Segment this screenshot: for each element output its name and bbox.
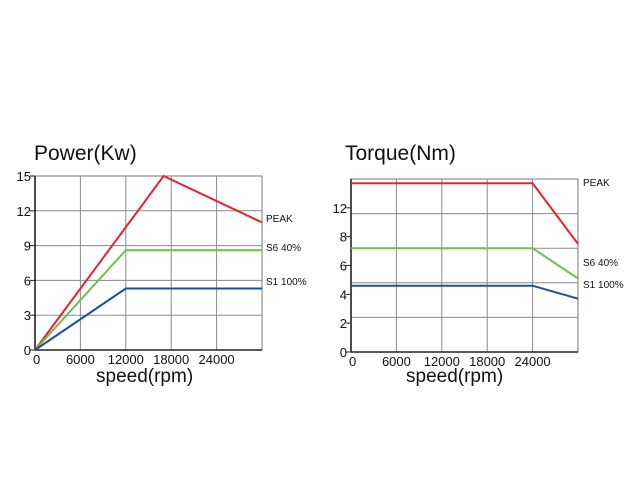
torque-chart-series-labels: PEAK S6 40% S1 100% [583,178,624,291]
power-chart-series-labels: PEAK S6 40% S1 100% [266,214,307,288]
torque-chart-title: Torque(Nm) [345,142,456,165]
power-chart-x-tick-label: 6000 [66,352,95,367]
torque-chart-plot-frame [350,178,579,353]
torque-chart-y-tick-label: 12 [333,201,347,216]
torque-chart-y-tick-label: 8 [340,230,347,245]
power-chart-x-tick-label: 18000 [153,352,189,367]
torque-chart-y-tick-label: 0 [340,345,347,360]
power-chart-y-tick-label: 15 [17,169,31,184]
power-chart-x-tick-label: 24000 [199,352,235,367]
power-chart-x-tick-label: 0 [33,352,40,367]
power-chart-series-s6-40-label: S6 40% [266,243,301,254]
torque-chart-series-peak-line [351,182,579,245]
torque-chart-x-ticks: 0 6000 12000 18000 24000 [349,354,551,369]
torque-chart-series [351,182,579,300]
power-chart-title: Power(Kw) [34,142,137,165]
torque-chart-x-tick-label: 18000 [469,354,505,369]
power-chart-x-ticks: 0 6000 12000 18000 24000 [33,352,235,367]
torque-chart-grid [350,178,579,353]
power-chart-y-tick-label: 9 [24,239,31,254]
torque-chart-series-peak-label: PEAK [583,178,610,189]
power-chart-y-ticks: 0 3 6 9 12 15 [17,169,35,358]
torque-chart-x-tick-label: 24000 [515,354,551,369]
torque-chart-y-tick-label: 4 [340,287,347,302]
torque-chart-series-s1-100-line [351,284,579,300]
torque-chart-y-tick-label: 6 [340,259,347,274]
power-chart-y-tick-label: 6 [24,273,31,288]
power-chart-series-s6-40-line [34,249,262,351]
power-chart-plot-frame [34,175,263,351]
power-chart-series-peak-label: PEAK [266,214,293,225]
power-chart-y-tick-label: 0 [24,343,31,358]
torque-chart-x-tick-label: 6000 [382,354,411,369]
power-chart-y-tick-label: 12 [17,204,31,219]
power-chart-x-axis-label: speed(rpm) [96,366,193,387]
torque-chart-y-ticks: 0 2 4 6 8 12 [333,201,351,360]
torque-chart-series-s1-100-label: S1 100% [583,280,624,291]
torque-chart-series-s6-40-label: S6 40% [583,258,618,269]
power-chart-grid [34,175,263,351]
power-chart-series-peak-line [34,174,263,351]
torque-chart-series-s6-40-line [351,247,579,280]
torque-chart-x-axis-label: speed(rpm) [406,366,503,387]
torque-chart-x-tick-label: 12000 [424,354,460,369]
power-chart-x-tick-label: 12000 [108,352,144,367]
power-chart-series-s1-100-label: S1 100% [266,277,307,288]
power-chart-series-s1-100-line [34,287,262,351]
torque-chart-y-tick-label: 2 [340,316,347,331]
power-chart-y-tick-label: 3 [24,308,31,323]
power-chart-series [34,174,263,351]
torque-chart-x-tick-label: 0 [349,354,356,369]
